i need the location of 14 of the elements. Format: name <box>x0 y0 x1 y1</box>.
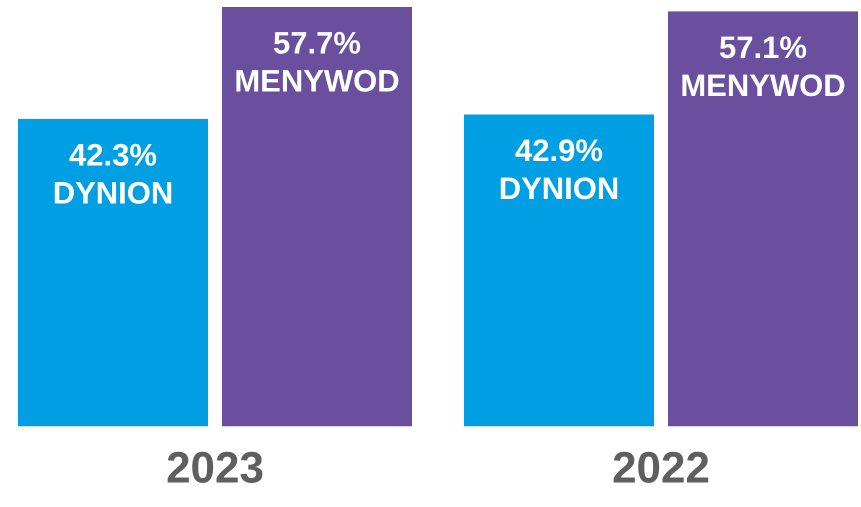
text: MENYWOD <box>680 68 846 103</box>
text: DYNION <box>52 175 174 210</box>
data-label: 57.7% <box>273 26 361 61</box>
bar <box>668 11 858 426</box>
x-tick-label: 2022 <box>612 444 710 493</box>
data-label: 57.1% <box>719 30 807 65</box>
bar <box>464 114 654 426</box>
bar <box>18 118 208 426</box>
series-label: MENYWOD <box>234 64 400 99</box>
data-label: 42.3% <box>69 137 157 172</box>
bar <box>222 7 412 426</box>
series-label: DYNION <box>498 171 620 206</box>
data-label: 42.9% <box>515 133 603 168</box>
x-tick-label: 2023 <box>166 444 264 493</box>
